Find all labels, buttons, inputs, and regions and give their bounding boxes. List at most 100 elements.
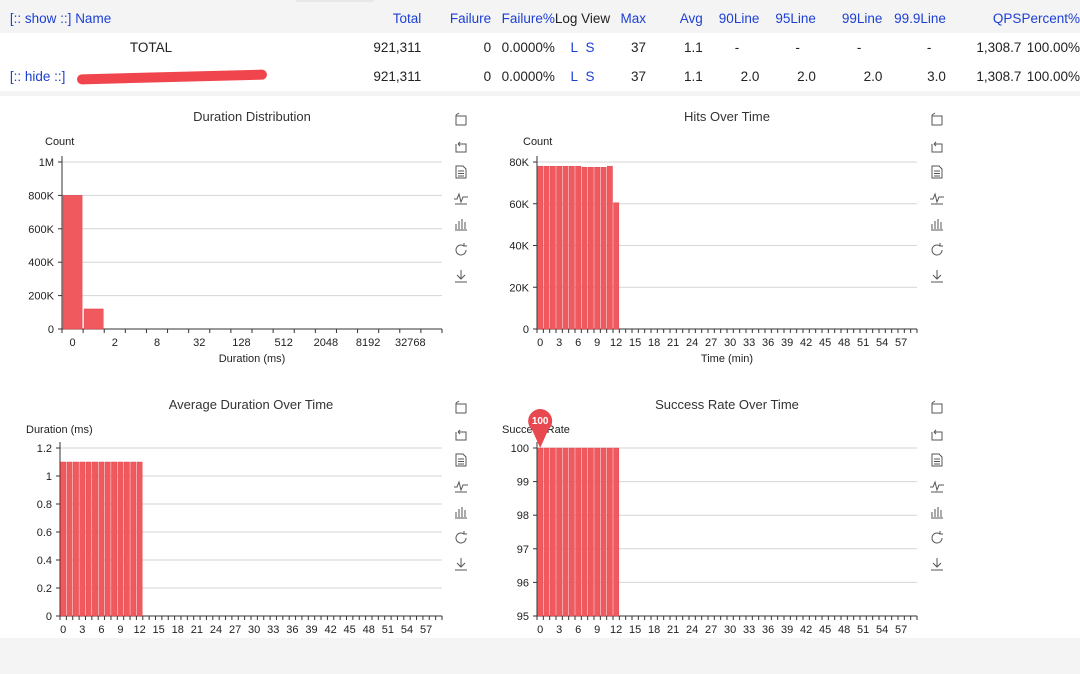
zoom-button[interactable] [929,400,947,418]
row-total: 921,311 [373,40,422,55]
x-tick-label: 45 [819,624,831,636]
x-tick-label: 12 [133,624,145,636]
y-tick-label: 60K [509,199,529,211]
table-row: [:: hide ::] 921,311 0 0.0000% L S 37 1.… [0,62,1080,91]
x-tick-label: 54 [876,337,888,349]
marker-label: 100 [532,416,549,427]
data-view-button[interactable] [453,452,471,470]
y-axis-label: Count [45,136,74,148]
zoom-button[interactable] [929,112,947,130]
x-tick-label: 42 [800,337,812,349]
sort-999line-link[interactable]: 99.9Line [894,11,946,26]
log-view-s-link[interactable]: S [585,69,595,84]
x-tick-label: 0 [537,337,543,349]
zoom-reset-button[interactable] [453,426,471,444]
y-tick-label: 600K [28,224,54,236]
zoom-button[interactable] [453,112,471,130]
download-button[interactable] [453,268,471,286]
sort-qps-link[interactable]: QPS [992,11,1022,26]
bar-chart-button[interactable] [453,216,471,234]
data-view-button[interactable] [453,164,471,182]
bar-chart-button[interactable] [929,504,947,522]
x-tick-label: 36 [762,624,774,636]
sort-90line-link[interactable]: 90Line [718,11,760,26]
log-view-l-link[interactable]: L [570,69,579,84]
line-chart-button[interactable] [453,190,471,208]
data-view-icon [455,453,467,467]
x-tick-label: 33 [743,337,755,349]
chart-toolbox [453,400,473,582]
x-tick-label: 6 [98,624,104,636]
restore-button[interactable] [453,242,471,260]
bar [594,167,601,330]
row-90line: 2.0 [740,69,760,84]
x-tick-label: 2048 [314,337,338,349]
bar-chart-icon [931,507,943,519]
download-button[interactable] [929,556,947,574]
zoom-reset-button[interactable] [929,138,947,156]
line-chart-button[interactable] [929,190,947,208]
sort-failure-pct-link[interactable]: Failure% [501,11,555,26]
x-tick-label: 57 [895,337,907,349]
hide-toggle[interactable]: [:: hide ::] [9,69,66,84]
bar [537,447,544,617]
bar-chart-button[interactable] [453,504,471,522]
line-chart-button[interactable] [453,478,471,496]
sort-total-link[interactable]: Total [392,11,422,26]
x-tick-label: 54 [876,624,888,636]
x-tick-label: 0 [69,337,75,349]
x-tick-label: 39 [305,624,317,636]
x-axis-label: Duration (ms) [219,353,286,365]
bar-chart-button[interactable] [929,216,947,234]
restore-icon [455,243,467,256]
line-chart-icon [930,480,944,493]
x-tick-label: 51 [857,337,869,349]
x-tick-label: 36 [286,624,298,636]
bar [600,167,607,330]
bar [568,165,575,330]
x-tick-label: 42 [800,624,812,636]
restore-button[interactable] [453,530,471,548]
restore-button[interactable] [929,530,947,548]
y-tick-label: 1.2 [37,443,52,455]
row-percent: 100.00% [1026,69,1080,84]
line-chart-button[interactable] [929,478,947,496]
y-tick-label: 1 [46,471,52,483]
zoom-icon [455,400,467,414]
x-tick-label: 24 [686,337,698,349]
x-tick-label: 33 [743,624,755,636]
download-button[interactable] [929,268,947,286]
chart-toolbox [453,112,473,294]
restore-button[interactable] [929,242,947,260]
sort-99line-link[interactable]: 99Line [841,11,883,26]
y-tick-label: 99 [517,477,529,489]
sort-percent-link[interactable]: Percent% [1021,11,1080,26]
download-button[interactable] [453,556,471,574]
log-view-l-link[interactable]: L [570,40,579,55]
log-view-s-link[interactable]: S [585,40,595,55]
data-view-button[interactable] [929,452,947,470]
sort-failure-link[interactable]: Failure [449,11,492,26]
sort-name-link[interactable]: Name [75,11,112,26]
x-tick-label: 128 [232,337,250,349]
y-tick-label: 0.2 [37,583,52,595]
show-all-toggle[interactable]: [:: show ::] [9,11,72,26]
zoom-button[interactable] [453,400,471,418]
row-999line: - [926,40,932,55]
sort-95line-link[interactable]: 95Line [775,11,816,26]
zoom-icon [931,112,943,126]
bar [104,461,111,617]
sort-max-link[interactable]: Max [620,11,646,26]
zoom-reset-button[interactable] [929,426,947,444]
success-rate-chart: Success Rate Over Time Success Rate 95 96 97… [480,384,950,674]
x-tick-label: 9 [117,624,123,636]
header-name-cell: [:: show ::] Name [10,4,362,33]
data-view-button[interactable] [929,164,947,182]
chart-svg: Average Duration Over Time Duration (ms) 0… [26,397,443,636]
x-tick-label: 30 [724,624,736,636]
sort-avg-link[interactable]: Avg [679,11,703,26]
y-tick-label: 100 [511,443,529,455]
restore-icon [455,531,467,544]
zoom-reset-button[interactable] [453,138,471,156]
bar [543,447,550,617]
